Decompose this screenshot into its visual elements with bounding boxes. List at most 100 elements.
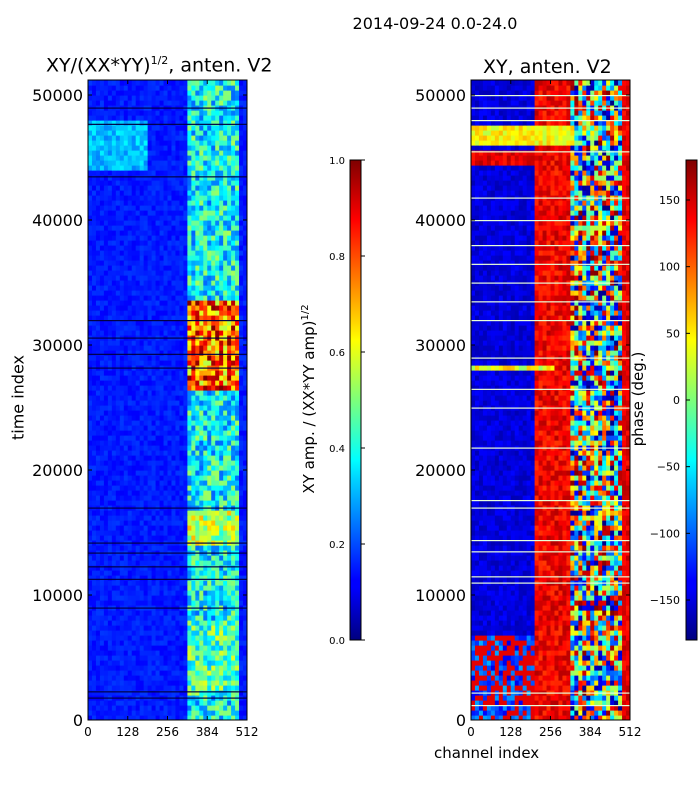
- amp-cell: [183, 425, 188, 431]
- amp-cell: [199, 440, 204, 446]
- amp-cell: [171, 705, 177, 711]
- amp-cell: [91, 130, 97, 136]
- amp-cell: [199, 580, 204, 586]
- amp-cell: [235, 290, 240, 296]
- amp-cell: [239, 430, 244, 436]
- amp-cell: [123, 125, 129, 131]
- amp-cell: [195, 490, 200, 496]
- amp-cell: [147, 130, 153, 136]
- amp-cell: [95, 155, 101, 161]
- amp-cell: [95, 165, 101, 171]
- amp-cell: [171, 270, 177, 276]
- amp-cell: [115, 655, 121, 661]
- amp-cell: [115, 200, 121, 206]
- amp-cell: [215, 610, 220, 616]
- amp-cell: [88, 465, 93, 471]
- amp-cell: [211, 445, 216, 451]
- amp-cell: [215, 590, 220, 596]
- amp-cell: [155, 120, 161, 126]
- amp-cell: [215, 100, 220, 106]
- amp-cell: [223, 560, 228, 566]
- amp-cell: [239, 325, 244, 331]
- amp-cell: [155, 285, 161, 291]
- amp-cell: [223, 520, 228, 526]
- amp-cell: [207, 315, 212, 321]
- amp-cell: [183, 440, 188, 446]
- amp-cell: [239, 675, 244, 681]
- amp-cell: [131, 700, 137, 706]
- amp-cell: [215, 480, 220, 486]
- amp-cell: [171, 665, 177, 671]
- amp-cell: [103, 420, 109, 426]
- amp-cell: [88, 355, 93, 361]
- amp-cell: [175, 595, 181, 601]
- amp-cell: [88, 680, 93, 686]
- amp-cell: [195, 425, 200, 431]
- amp-cell: [99, 270, 105, 276]
- amp-cell: [235, 620, 240, 626]
- amp-cell: [99, 100, 105, 106]
- amp-cell: [195, 595, 200, 601]
- amp-cell: [199, 680, 204, 686]
- amp-cell: [119, 580, 125, 586]
- amp-cell: [159, 645, 165, 651]
- amp-cell: [143, 555, 149, 561]
- amp-cell: [199, 185, 204, 191]
- amp-cell: [243, 470, 247, 476]
- amp-cell: [88, 660, 93, 666]
- amp-cell: [155, 700, 161, 706]
- amp-cell: [187, 620, 192, 626]
- amp-cell: [123, 425, 129, 431]
- amp-cell: [103, 270, 109, 276]
- amp-cell: [123, 585, 129, 591]
- amp-cell: [219, 630, 224, 636]
- amp-cell: [215, 450, 220, 456]
- amp-cell: [115, 170, 121, 176]
- amp-cell: [119, 650, 125, 656]
- amp-cell: [119, 100, 125, 106]
- amp-cell: [143, 325, 149, 331]
- amp-cell: [163, 250, 169, 256]
- amp-cell: [163, 205, 169, 211]
- amp-cell: [187, 675, 192, 681]
- amp-cell: [111, 620, 117, 626]
- amp-cell: [127, 545, 133, 551]
- amp-cell: [199, 495, 204, 501]
- amp-cell: [171, 640, 177, 646]
- amp-cell: [171, 360, 177, 366]
- amp-cell: [231, 170, 236, 176]
- amp-cell: [183, 360, 188, 366]
- amp-cell: [219, 230, 224, 236]
- amp-cell: [119, 415, 125, 421]
- amp-cell: [99, 185, 105, 191]
- amp-cell: [159, 200, 165, 206]
- amp-cell: [99, 370, 105, 376]
- amp-cell: [239, 445, 244, 451]
- amp-cell: [231, 160, 236, 166]
- amp-cell: [231, 355, 236, 361]
- amp-cell: [179, 460, 184, 466]
- amp-cell: [123, 710, 129, 716]
- amp-cell: [223, 510, 228, 516]
- amp-cell: [163, 115, 169, 121]
- amp-cell: [243, 585, 247, 591]
- amp-cell: [143, 490, 149, 496]
- amp-cell: [171, 110, 177, 116]
- amp-cell: [103, 350, 109, 356]
- amp-cell: [235, 285, 240, 291]
- amp-cell: [143, 205, 149, 211]
- amp-cell: [151, 390, 157, 396]
- amp-cell: [227, 320, 232, 326]
- amp-cell: [203, 625, 208, 631]
- amp-cell: [143, 245, 149, 251]
- amp-cell: [219, 580, 224, 586]
- amp-cell: [139, 435, 145, 441]
- amp-cell: [119, 315, 125, 321]
- amp-cell: [199, 575, 204, 581]
- amp-cell: [187, 340, 192, 346]
- amp-cell: [215, 170, 220, 176]
- amp-cell: [151, 350, 157, 356]
- amp-cell: [99, 255, 105, 261]
- amp-cell: [143, 145, 149, 151]
- amp-cell: [203, 190, 208, 196]
